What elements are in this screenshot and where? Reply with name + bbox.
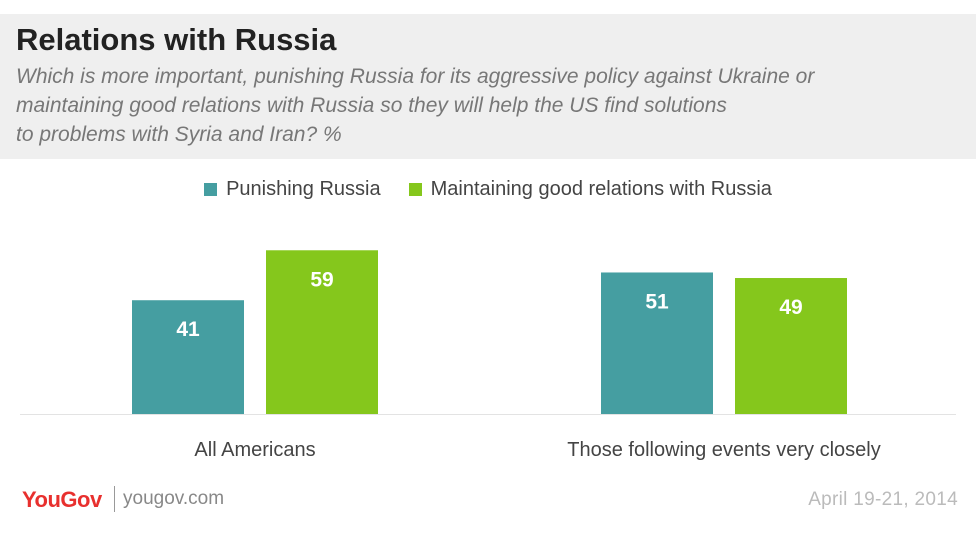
- legend-item-maintaining: Maintaining good relations with Russia: [408, 178, 772, 201]
- footer-date: April 19-21, 2014: [808, 489, 958, 510]
- legend-label-maintaining: Maintaining good relations with Russia: [430, 178, 772, 200]
- category-label-0: All Americans: [194, 439, 315, 461]
- legend-item-punishing: Punishing Russia: [204, 178, 381, 201]
- subtitle-line-2: maintaining good relations with Russia s…: [16, 94, 727, 117]
- footer-url: yougov.com: [123, 488, 225, 509]
- bar-punishing-0: [132, 300, 244, 414]
- chart-legend: Punishing Russia Maintaining good relati…: [0, 178, 976, 201]
- legend-swatch-punishing: [204, 183, 218, 196]
- bar-maintaining-1: [735, 278, 847, 414]
- data-label-punishing-0: 41: [176, 318, 200, 341]
- chart-subtitle: Which is more important, punishing Russi…: [16, 62, 956, 149]
- category-label-1: Those following events very closely: [567, 439, 880, 461]
- yougov-logo: YouGov: [22, 487, 102, 512]
- data-label-maintaining-1: 49: [779, 296, 802, 319]
- legend-swatch-maintaining: [408, 183, 422, 196]
- data-label-punishing-1: 51: [645, 290, 669, 313]
- legend-label-punishing: Punishing Russia: [226, 178, 381, 200]
- subtitle-line-1: Which is more important, punishing Russi…: [16, 65, 815, 88]
- chart-title: Relations with Russia: [16, 22, 337, 57]
- footer-divider: [114, 486, 115, 512]
- chart-header: Relations with Russia Which is more impo…: [0, 14, 976, 159]
- data-label-maintaining-0: 59: [310, 268, 333, 291]
- bar-punishing-1: [601, 272, 713, 414]
- bar-maintaining-0: [266, 250, 378, 414]
- subtitle-line-3: to problems with Syria and Iran? %: [16, 123, 342, 146]
